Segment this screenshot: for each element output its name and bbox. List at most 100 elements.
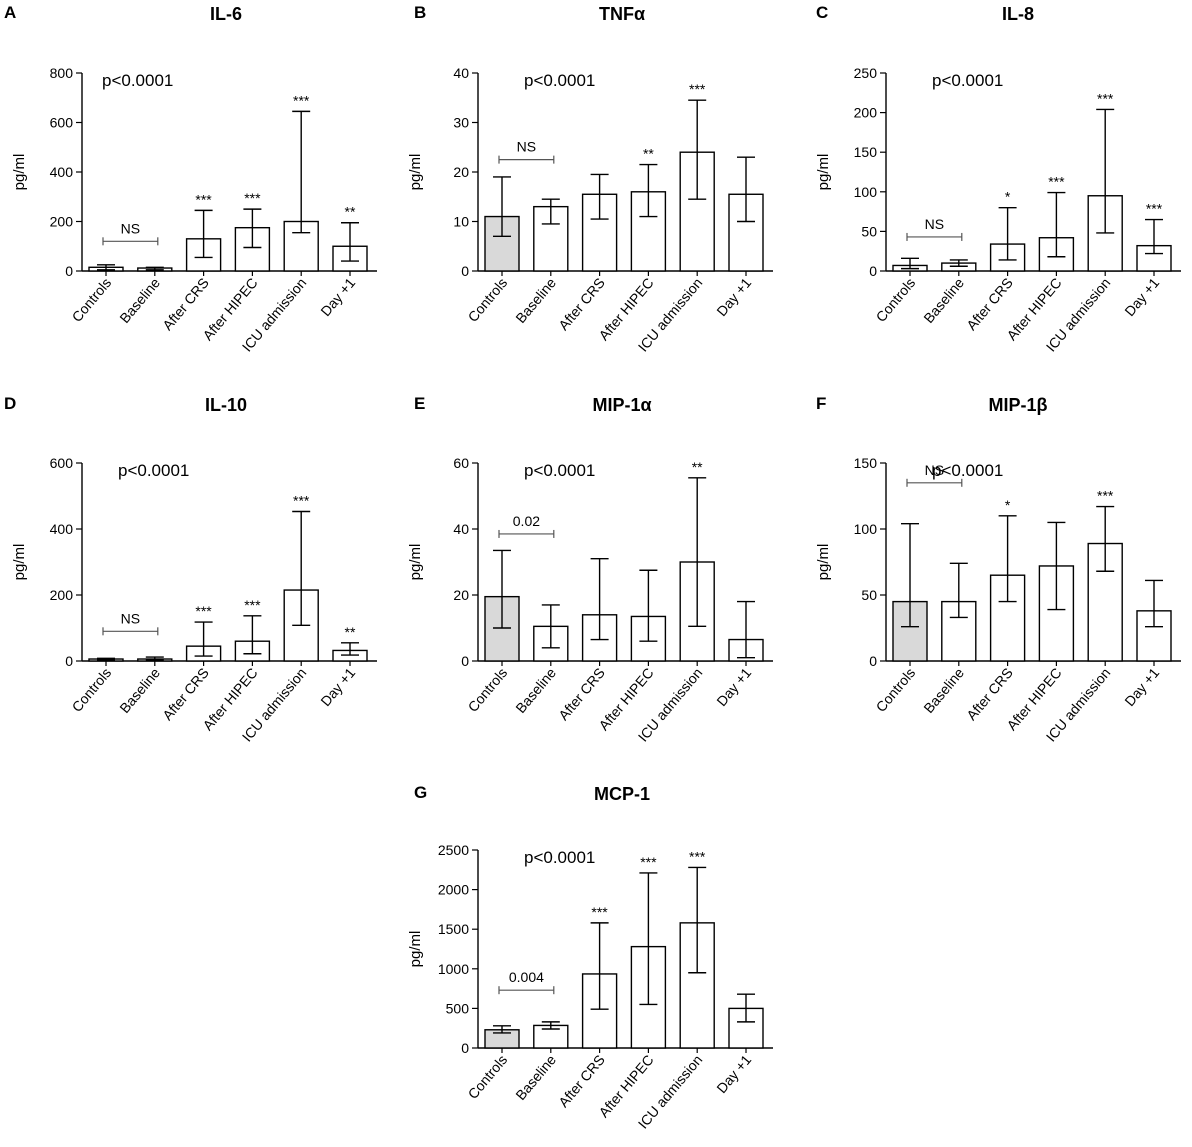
p-value: p<0.0001	[932, 461, 1003, 480]
chart-panel-b: B TNFα 0 10 20 30 40 pg/ml p<0.0001 Controls Basel…	[407, 3, 773, 355]
y-tick-label: 0	[65, 653, 73, 669]
significance-marker: *	[1005, 497, 1011, 513]
panel-title: MIP-1β	[989, 395, 1048, 415]
y-tick-label: 20	[453, 164, 469, 180]
y-tick-label: 40	[453, 521, 469, 537]
panel-title: IL-10	[205, 395, 247, 415]
y-tick-label: 50	[861, 587, 877, 603]
category-label-after-crs: After CRS	[555, 665, 608, 724]
category-label-after-crs: After CRS	[555, 275, 608, 334]
significance-marker: ***	[591, 904, 608, 920]
category-label-controls: Controls	[69, 275, 115, 325]
y-tick-label: 40	[453, 65, 469, 81]
y-axis-label: pg/ml	[11, 544, 28, 581]
category-label-baseline: Baseline	[512, 1051, 559, 1103]
y-tick-label: 30	[453, 115, 469, 131]
chart-panel-a: A IL-6 0 200 400 600 800 pg/ml p<0.0001 Controls B…	[4, 3, 377, 355]
y-tick-label: 400	[50, 164, 74, 180]
category-label-baseline: Baseline	[920, 274, 967, 326]
y-tick-label: 0	[461, 653, 469, 669]
panel-letter: E	[414, 394, 425, 413]
significance-marker: **	[643, 146, 654, 162]
panel-letter: B	[414, 3, 426, 22]
comparison-bracket: NS	[906, 216, 963, 241]
y-tick-label: 250	[854, 65, 878, 81]
category-label-after-crs: After CRS	[159, 665, 212, 724]
category-label-day-1: Day +1	[1121, 664, 1162, 709]
category-label-controls: Controls	[873, 665, 919, 715]
category-label-baseline: Baseline	[920, 664, 967, 716]
y-axis-label: pg/ml	[11, 154, 28, 191]
significance-marker: ***	[689, 81, 706, 97]
y-tick-label: 2000	[438, 882, 469, 898]
comparison-label: 0.004	[509, 969, 544, 985]
comparison-label: NS	[925, 462, 944, 478]
category-label-controls: Controls	[873, 275, 919, 325]
category-label-baseline: Baseline	[116, 274, 163, 326]
y-tick-label: 20	[453, 587, 469, 603]
y-tick-label: 1000	[438, 961, 469, 977]
y-tick-label: 0	[65, 263, 73, 279]
comparison-bracket: 0.004	[498, 969, 555, 995]
panel-title: IL-8	[1002, 4, 1034, 24]
y-tick-label: 600	[50, 115, 74, 131]
panel-title: MIP-1α	[592, 395, 651, 415]
significance-marker: **	[692, 459, 703, 475]
category-label-baseline: Baseline	[116, 664, 163, 716]
panel-title: MCP-1	[594, 784, 650, 804]
category-label-controls: Controls	[69, 665, 115, 715]
significance-marker: ***	[293, 92, 310, 108]
comparison-bracket: NS	[102, 610, 159, 636]
significance-marker: ***	[244, 597, 261, 613]
y-tick-label: 1500	[438, 921, 469, 937]
panel-title: TNFα	[599, 4, 645, 24]
chart-panel-f: F MIP-1β 0 50 100 150 pg/ml p<0.0001 Controls Bas…	[815, 394, 1181, 745]
category-label-day-1: Day +1	[713, 664, 754, 709]
p-value: p<0.0001	[932, 71, 1003, 90]
y-tick-label: 200	[854, 105, 878, 121]
p-value: p<0.0001	[524, 461, 595, 480]
comparison-bracket: 0.02	[498, 513, 555, 538]
panel-letter: F	[816, 394, 826, 413]
comparison-label: NS	[517, 139, 536, 155]
panel-letter: D	[4, 394, 16, 413]
panel-letter: C	[816, 3, 828, 22]
y-axis-label: pg/ml	[815, 544, 832, 581]
significance-marker: ***	[244, 190, 261, 206]
significance-marker: **	[345, 204, 356, 220]
chart-panel-e: E MIP-1α 0 20 40 60 pg/ml p<0.0001 Controls Basel…	[407, 394, 773, 745]
y-axis-label: pg/ml	[407, 544, 424, 581]
comparison-label: 0.02	[513, 513, 540, 529]
y-tick-label: 2500	[438, 842, 469, 858]
y-tick-label: 150	[854, 144, 878, 160]
p-value: p<0.0001	[524, 848, 595, 867]
comparison-label: NS	[121, 220, 140, 236]
category-label-day-1: Day +1	[317, 664, 358, 709]
significance-marker: ***	[1146, 201, 1163, 217]
y-tick-label: 200	[50, 214, 74, 230]
y-tick-label: 500	[446, 1000, 470, 1016]
p-value: p<0.0001	[524, 71, 595, 90]
y-tick-label: 600	[50, 455, 74, 471]
category-label-controls: Controls	[465, 275, 511, 325]
category-label-day-1: Day +1	[713, 1051, 754, 1096]
panel-letter: G	[414, 783, 427, 802]
significance-marker: ***	[1097, 488, 1114, 504]
category-label-day-1: Day +1	[713, 274, 754, 319]
category-label-baseline: Baseline	[512, 274, 559, 326]
chart-panel-d: D IL-10 0 200 400 600 pg/ml p<0.0001 Controls Bas…	[4, 394, 377, 745]
panel-letter: A	[4, 3, 16, 22]
y-tick-label: 0	[869, 263, 877, 279]
y-tick-label: 0	[461, 1040, 469, 1056]
y-tick-label: 150	[854, 455, 878, 471]
significance-marker: ***	[1048, 174, 1065, 190]
category-label-day-1: Day +1	[317, 274, 358, 319]
category-label-after-crs: After CRS	[963, 665, 1016, 724]
panel-title: IL-6	[210, 4, 242, 24]
y-tick-label: 0	[461, 263, 469, 279]
significance-marker: ***	[1097, 90, 1114, 106]
significance-marker: *	[1005, 189, 1011, 205]
y-axis-label: pg/ml	[407, 931, 424, 968]
y-tick-label: 100	[854, 521, 878, 537]
